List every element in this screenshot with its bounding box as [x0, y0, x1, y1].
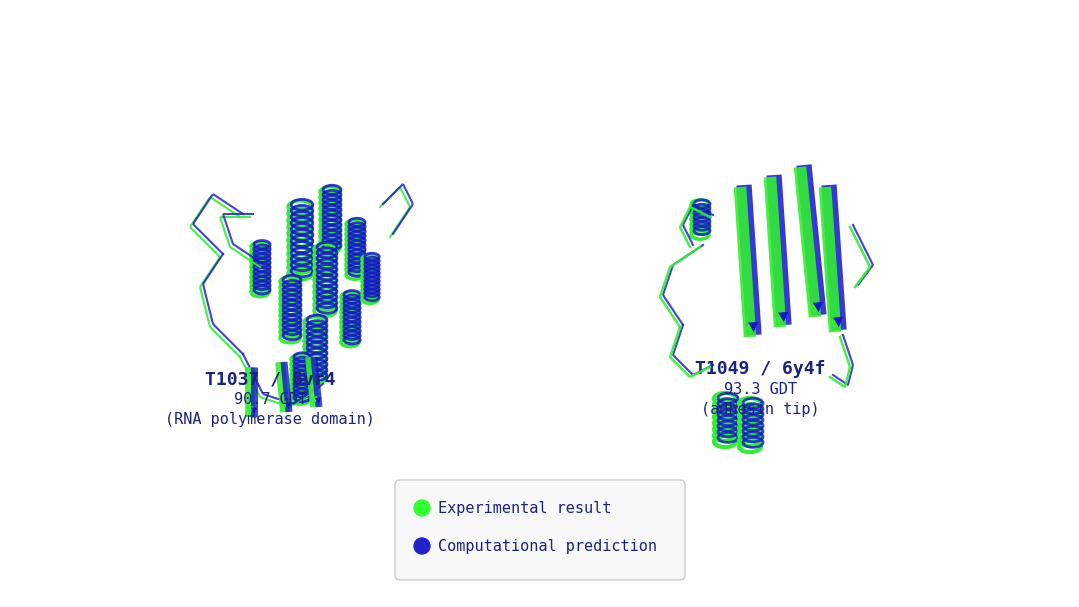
Text: (adhesin tip): (adhesin tip) [700, 402, 819, 417]
Text: 93.3 GDT: 93.3 GDT [724, 382, 796, 397]
Circle shape [414, 500, 431, 516]
Text: Experimental result: Experimental result [438, 501, 612, 515]
Text: T1049 / 6y4f: T1049 / 6y4f [695, 360, 825, 378]
Text: T1037 / 6vr4: T1037 / 6vr4 [205, 370, 336, 388]
Text: Computational prediction: Computational prediction [438, 538, 657, 554]
FancyBboxPatch shape [395, 480, 685, 580]
Text: (RNA polymerase domain): (RNA polymerase domain) [165, 412, 374, 427]
Text: 90.7 GDT: 90.7 GDT [233, 392, 306, 407]
Circle shape [414, 538, 431, 554]
